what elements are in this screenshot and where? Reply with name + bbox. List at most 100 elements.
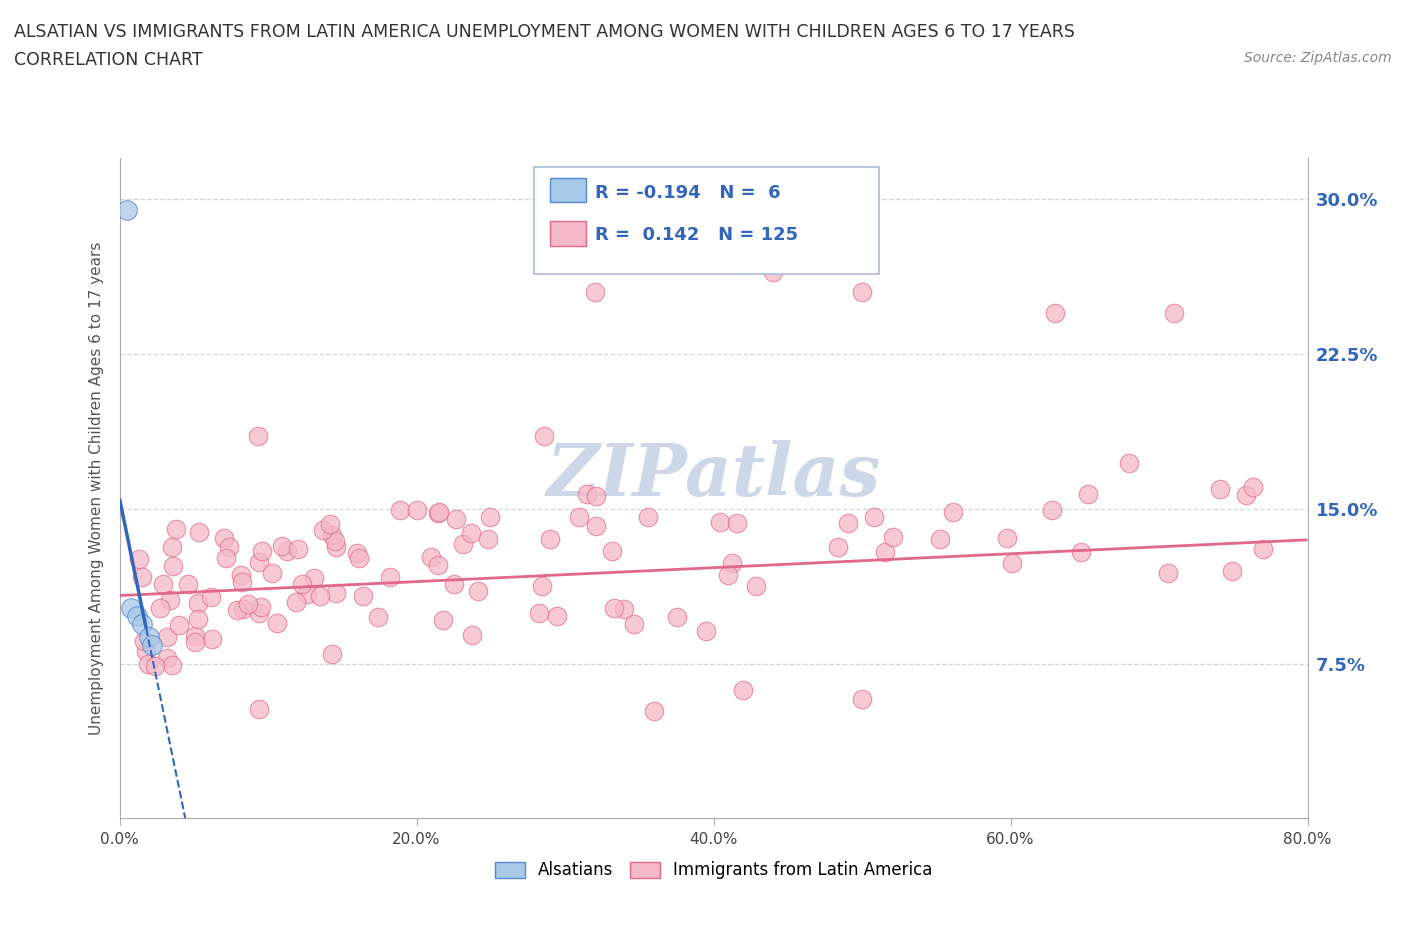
Point <box>695 623 717 638</box>
Point <box>325 586 347 601</box>
Point <box>247 555 270 570</box>
Point <box>247 702 270 717</box>
Point <box>131 569 153 584</box>
Point <box>1163 305 1185 320</box>
Point <box>451 537 474 551</box>
Point <box>762 264 785 279</box>
Point <box>236 596 259 611</box>
Point <box>1043 305 1066 320</box>
Point <box>538 532 561 547</box>
Point <box>527 605 550 620</box>
Point <box>727 515 749 530</box>
Point <box>136 656 159 671</box>
Point <box>367 610 389 625</box>
Point <box>1077 487 1099 502</box>
Text: ZIPatlas: ZIPatlas <box>547 440 880 511</box>
Point <box>249 599 271 614</box>
Point <box>162 539 184 554</box>
Point <box>717 568 740 583</box>
Point <box>709 515 731 530</box>
Point <box>827 539 849 554</box>
Text: Source: ZipAtlas.com: Source: ZipAtlas.com <box>1244 51 1392 65</box>
Point <box>467 583 489 598</box>
Point <box>167 618 190 632</box>
Point <box>187 595 209 610</box>
Point <box>162 559 184 574</box>
Point <box>461 628 484 643</box>
Point <box>603 600 626 615</box>
Point <box>995 530 1018 545</box>
Point <box>1209 482 1232 497</box>
Point <box>184 628 207 643</box>
Point <box>613 602 636 617</box>
Point <box>389 502 412 517</box>
Text: R =  0.142   N = 125: R = 0.142 N = 125 <box>595 226 797 244</box>
Point <box>1040 503 1063 518</box>
Point <box>149 600 172 615</box>
Point <box>152 577 174 591</box>
Point <box>304 570 326 585</box>
Point <box>575 486 598 501</box>
Point <box>380 570 402 585</box>
Point <box>323 533 346 548</box>
Point <box>733 683 755 698</box>
Point <box>246 429 269 444</box>
Point <box>232 602 254 617</box>
Point <box>143 659 166 674</box>
Point <box>347 551 370 565</box>
Point <box>432 612 454 627</box>
Point <box>215 551 238 565</box>
Point <box>120 601 142 616</box>
Point <box>188 525 211 539</box>
Point <box>312 523 335 538</box>
Point <box>131 617 153 631</box>
Point <box>623 617 645 631</box>
Point <box>321 527 343 542</box>
Point <box>426 558 449 573</box>
Point <box>666 609 689 624</box>
Point <box>721 556 744 571</box>
Legend: Alsatians, Immigrants from Latin America: Alsatians, Immigrants from Latin America <box>488 855 939 886</box>
Point <box>177 577 200 591</box>
Point <box>132 634 155 649</box>
Point <box>284 594 307 609</box>
Point <box>325 540 347 555</box>
Point <box>478 510 501 525</box>
Point <box>533 429 555 444</box>
Point <box>837 515 859 530</box>
Point <box>297 586 319 601</box>
Point <box>1001 555 1024 570</box>
Point <box>928 531 950 546</box>
Point <box>745 578 768 593</box>
Point <box>942 504 965 519</box>
Point <box>427 504 450 519</box>
Point <box>321 646 343 661</box>
Point <box>1234 487 1257 502</box>
Point <box>115 202 138 217</box>
Point <box>138 630 160 644</box>
Point <box>643 704 665 719</box>
Point <box>446 512 468 526</box>
Point <box>184 634 207 649</box>
Text: CORRELATION CHART: CORRELATION CHART <box>14 51 202 69</box>
Y-axis label: Unemployment Among Women with Children Ages 6 to 17 years: Unemployment Among Women with Children A… <box>89 242 104 735</box>
Point <box>346 545 368 560</box>
Point <box>287 541 309 556</box>
Point <box>218 540 240 555</box>
Point <box>427 506 450 521</box>
Point <box>851 691 873 706</box>
Point <box>1241 479 1264 494</box>
Point <box>585 488 607 503</box>
Point <box>250 543 273 558</box>
Point <box>187 611 209 626</box>
Point <box>270 539 292 554</box>
Point <box>156 651 179 666</box>
Point <box>585 519 607 534</box>
Text: ALSATIAN VS IMMIGRANTS FROM LATIN AMERICA UNEMPLOYMENT AMONG WOMEN WITH CHILDREN: ALSATIAN VS IMMIGRANTS FROM LATIN AMERIC… <box>14 23 1076 41</box>
Point <box>530 578 553 593</box>
Point <box>1253 541 1275 556</box>
Point <box>291 577 314 591</box>
Point <box>200 590 222 604</box>
Point <box>165 521 187 536</box>
Point <box>318 517 340 532</box>
